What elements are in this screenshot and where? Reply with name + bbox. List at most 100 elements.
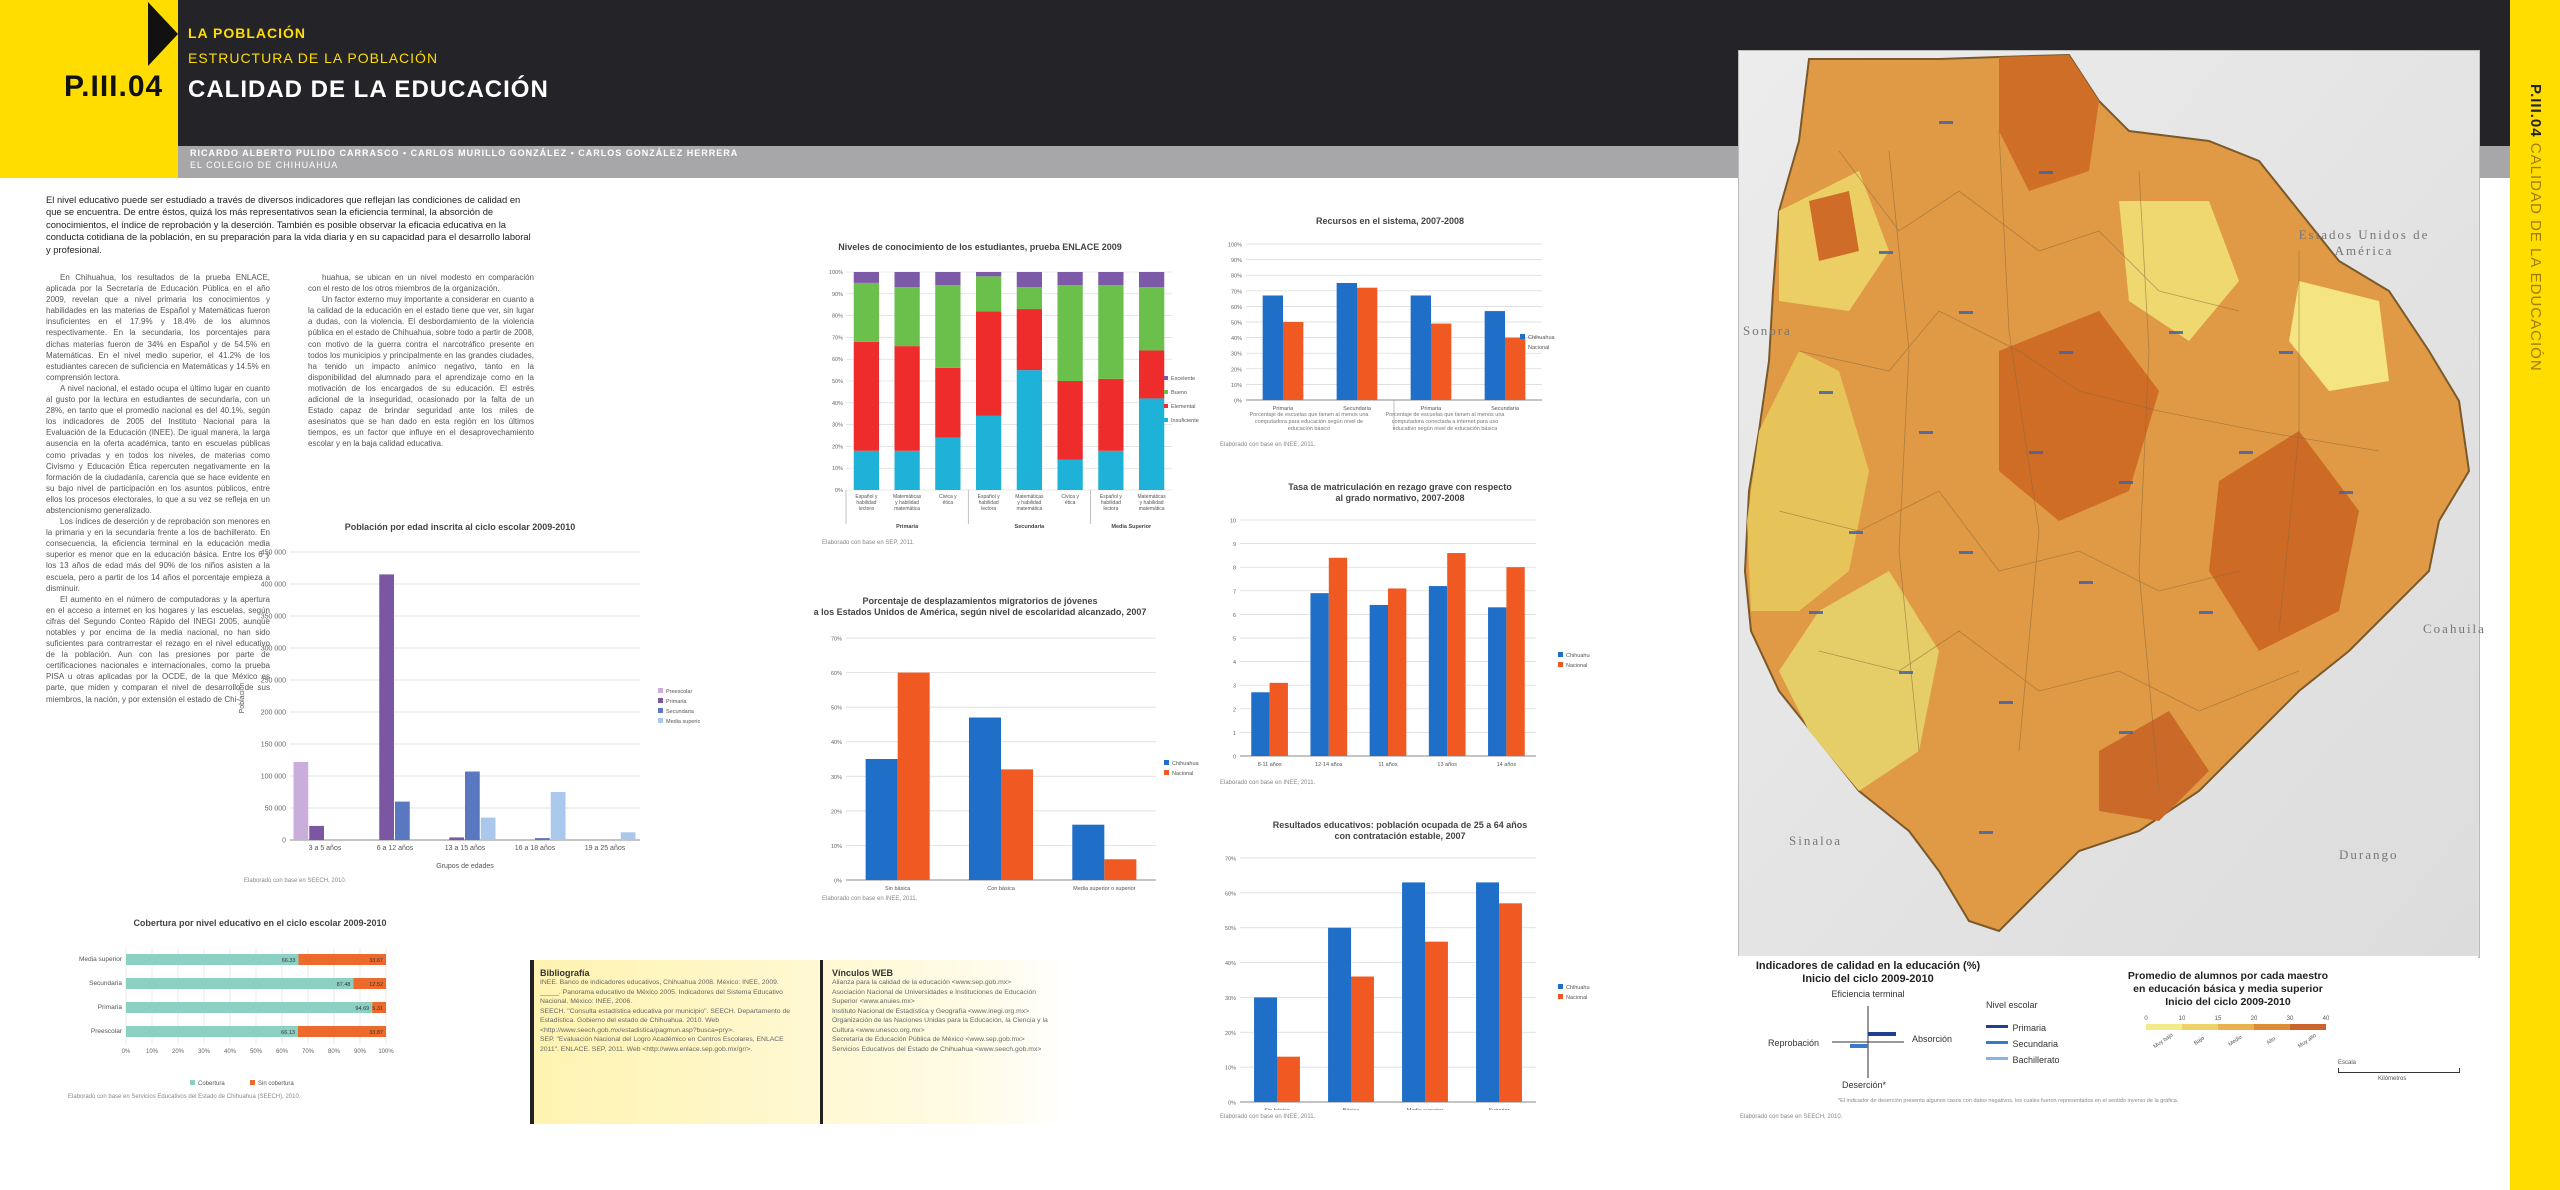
label-coahuila: Coahuila <box>2423 621 2486 636</box>
region-dark-center <box>1999 311 2159 521</box>
bar-segment <box>126 1026 298 1037</box>
map-footnote: *El indicador de deserción presenta algu… <box>1838 1098 2179 1104</box>
scale-bar-km <box>2338 1068 2460 1073</box>
x-tick-label: 70% <box>302 1049 315 1055</box>
prom-title-1: Promedio de alumnos por cada maestro <box>2127 970 2329 982</box>
y-tick-label: 50% <box>1231 321 1242 327</box>
bar <box>1388 588 1407 756</box>
web-link[interactable]: Instituto Nacional de Estadística y Geog… <box>832 1007 1030 1015</box>
x-tick-label: Con básica <box>987 886 1015 892</box>
y-tick-label: 7 <box>1233 589 1236 595</box>
side-title: P.III.04 CALIDAD DE LA EDUCACIÓN <box>2527 84 2544 372</box>
prom-title-2: en educación básica y media superior <box>2133 983 2323 995</box>
y-tick-label: 10% <box>832 466 843 472</box>
scale-tick: 40 <box>2323 1016 2330 1022</box>
y-tick-label: 70% <box>1225 857 1236 863</box>
stacked-segment <box>1138 287 1165 351</box>
map-graphic <box>1739 51 2479 957</box>
x-tick-label: Primaria <box>1273 406 1294 412</box>
y-tick-label: 10% <box>1231 383 1242 389</box>
web-link[interactable]: Organización de las Naciones Unidas para… <box>832 1017 1048 1034</box>
intro-paragraph: El nivel educativo puede ser estudiado a… <box>46 194 531 255</box>
stacked-segment <box>894 272 920 288</box>
x-tick-label: Español y <box>1100 494 1122 500</box>
x-tick-label: 50% <box>250 1049 263 1055</box>
stacked-segment <box>1016 309 1043 371</box>
y-tick-label: 150 000 <box>261 742 286 749</box>
x-tick-label: matemática <box>1139 506 1165 512</box>
nivel-swatch <box>1986 1057 2008 1061</box>
map-source: Elaborado con base en SEECH, 2010. <box>1740 1114 1843 1120</box>
cobertura-chart-title: Cobertura por nivel educativo en el cicl… <box>133 918 387 928</box>
x-tick-label: y habilidad <box>1017 500 1041 506</box>
recursos-note-1: Porcentaje de escuelas que tienen al men… <box>1249 412 1369 432</box>
y-tick-label: 60% <box>1225 891 1236 897</box>
x-tick-label: Básica <box>1343 1108 1360 1110</box>
bar <box>1506 567 1525 756</box>
legend-label: Nacional <box>1566 663 1587 669</box>
y-tick-label: 30% <box>832 423 843 429</box>
bar <box>1336 283 1357 400</box>
x-tick-label: 14 años <box>1497 762 1517 768</box>
resultados-title-1: Resultados educativos: población ocupada… <box>1272 820 1528 830</box>
stacked-segment <box>1057 272 1083 286</box>
bar-segment <box>126 954 299 965</box>
x-tick-label: 20% <box>172 1049 185 1055</box>
y-tick-label: 300 000 <box>261 646 286 653</box>
legend-eficiencia: Eficiencia terminal <box>1831 989 1905 999</box>
stacked-segment <box>1016 370 1043 490</box>
y-tick-label: Primaria <box>98 1004 123 1011</box>
legend-swatch <box>190 1080 195 1085</box>
scale-word: Medio <box>2228 1034 2244 1048</box>
web-link[interactable]: Secretaría de Educación Pública de Méxic… <box>832 1036 1025 1043</box>
paragraph: Un factor externo muy importante a consi… <box>308 295 534 449</box>
legend-swatch <box>1558 984 1563 989</box>
y-tick-label: 10% <box>1225 1066 1236 1072</box>
x-tick-label: Civica y <box>1061 494 1079 500</box>
bar <box>620 832 636 840</box>
indicator-cross-icon <box>1832 1006 1904 1078</box>
legend-swatch <box>1164 418 1168 422</box>
poblacion-chart: 0 50 000 100 000 150 000 200 000 250 000 300 0… <box>239 550 700 871</box>
bar <box>1369 604 1388 756</box>
stacked-segment <box>935 437 961 490</box>
bar <box>1001 769 1034 880</box>
desplaz-source: Elaborado con base en INEE, 2011. <box>822 896 918 902</box>
recursos-chart: 0% 10% 20% 30% 40% 50% 60% 70% 80% 90% 100% Primari… <box>1228 243 1556 430</box>
bar <box>1402 882 1425 1102</box>
bar <box>1310 593 1329 756</box>
scale-swatch <box>2146 1024 2182 1030</box>
resultados-chart: 0% 10% 20% 30% 40% 50% 60% 70% Sin básica Básica M… <box>1225 857 1590 1111</box>
x-tick-label: Sin básica <box>885 886 911 892</box>
x-tick-label: Primaria <box>1421 406 1442 412</box>
nivel-label: Secundaria <box>2012 1039 2058 1049</box>
escala-label: Escala <box>2338 1060 2357 1066</box>
legend-label: Nacional <box>1172 771 1193 777</box>
x-axis-label: Grupos de edades <box>436 863 494 870</box>
legend-swatch <box>1164 390 1168 394</box>
web-link[interactable]: Servicios Educativos del Estado de Chihu… <box>832 1045 1042 1053</box>
bar <box>1484 311 1505 400</box>
region-dark-north <box>1999 55 2099 191</box>
bar <box>1476 882 1499 1102</box>
rezago-chart: 0 1 2 3 4 5 6 7 8 9 10 8-11 años 12-14 años 11 años 13… <box>1230 519 1590 769</box>
y-tick-label: 20% <box>1225 1031 1236 1037</box>
x-tick-label: 10% <box>146 1049 159 1055</box>
paragraph: El aumento en el número de computadoras … <box>46 594 270 704</box>
x-tick-label: Matemáticas <box>893 494 922 500</box>
legend-swatch <box>250 1080 255 1085</box>
web-link[interactable]: Alianza para la calidad de la educación … <box>832 979 1012 986</box>
recursos-source: Elaborado con base en INEE, 2011. <box>1220 442 1316 448</box>
bar <box>1431 323 1452 400</box>
nivel-item-secundaria: Secundaria <box>1986 1034 2058 1052</box>
scale-tick: 0 <box>2144 1016 2148 1022</box>
kicker: LA POBLACIÓN <box>188 25 307 41</box>
y-tick-label: 90% <box>832 292 843 298</box>
stacked-segment <box>1098 272 1124 286</box>
y-tick-label: 0 <box>1233 755 1236 761</box>
scale-swatch <box>2254 1024 2290 1030</box>
web-link[interactable]: Asociación Nacional de Universidades e I… <box>832 988 1037 1006</box>
section-arrow-icon <box>148 2 178 66</box>
scale-word: Alto <box>2266 1036 2277 1046</box>
region-dark-south <box>2099 711 2209 821</box>
